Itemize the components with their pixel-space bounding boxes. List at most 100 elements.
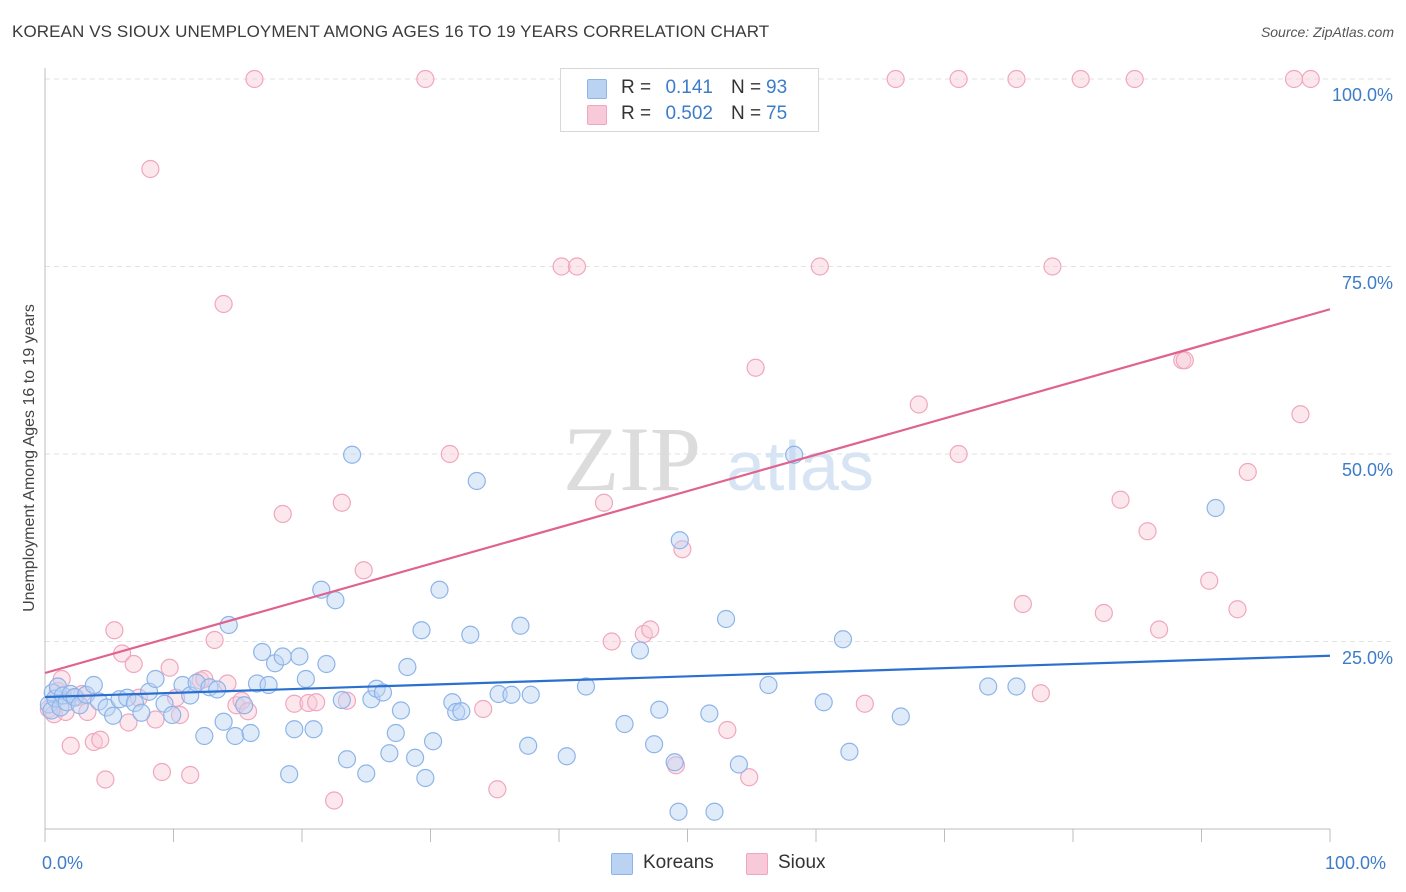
- korean-point-59: [405, 748, 425, 767]
- sioux-trend-line: [44, 308, 1331, 675]
- sioux-point-17: [141, 159, 160, 179]
- sioux-point-14: [119, 713, 138, 732]
- y-tick-label-0: 25.0%: [1341, 647, 1393, 668]
- korean-point-61: [416, 768, 435, 788]
- korean-point-74: [557, 747, 576, 766]
- sioux-point-36: [307, 693, 326, 712]
- sioux-point-63: [1007, 69, 1026, 89]
- sioux-point-44: [488, 780, 507, 799]
- sioux-point-64: [1013, 594, 1032, 614]
- sioux-point-66: [1043, 257, 1062, 276]
- sioux-point-76: [1228, 600, 1247, 619]
- korean-point-50: [343, 445, 362, 464]
- sioux-point-71: [1138, 522, 1157, 541]
- sioux-point-22: [170, 705, 190, 725]
- sioux-point-68: [1094, 603, 1113, 623]
- sioux-point-80: [1301, 69, 1320, 89]
- korean-point-46: [317, 654, 336, 674]
- sioux-point-67: [1071, 69, 1090, 89]
- korean-point-30: [214, 712, 233, 731]
- korean-point-68: [467, 471, 486, 491]
- korean-point-12: [84, 675, 103, 695]
- sioux-point-58: [855, 694, 874, 713]
- sioux-point-11: [96, 770, 115, 789]
- sioux-point-60: [909, 395, 928, 414]
- koreans-r-value: 0.141: [665, 77, 713, 98]
- sioux-point-46: [567, 257, 587, 276]
- korean-point-39: [273, 647, 292, 666]
- sioux-point-54: [718, 720, 737, 740]
- korean-point-54: [373, 683, 393, 702]
- axes: [44, 68, 1331, 842]
- sioux-point-51: [666, 756, 686, 775]
- legend-row-sioux: R = 0.502 N = 75: [561, 101, 818, 127]
- sioux-n-label: N =: [731, 103, 762, 124]
- korean-point-81: [669, 802, 688, 821]
- sioux-point-42: [440, 444, 459, 464]
- sioux-point-59: [886, 69, 905, 89]
- sioux-point-47: [594, 493, 614, 512]
- korean-point-52: [362, 690, 381, 709]
- sioux-point-32: [245, 69, 264, 89]
- korean-point-79: [650, 700, 669, 719]
- korean-point-72: [519, 736, 538, 755]
- korean-point-63: [430, 580, 449, 599]
- sioux-point-15: [124, 654, 143, 674]
- korean-point-76: [615, 714, 634, 734]
- korean-point-42: [290, 647, 309, 666]
- sioux-point-57: [810, 257, 829, 276]
- korean-point-92: [891, 707, 910, 726]
- korean-point-93: [979, 677, 998, 696]
- korean-point-75: [576, 677, 596, 696]
- korean-point-33: [235, 696, 254, 715]
- koreans-legend-swatch: [611, 853, 633, 875]
- korean-point-40: [280, 765, 299, 784]
- sioux-r-label: R =: [621, 103, 652, 124]
- korean-point-62: [423, 732, 443, 751]
- korean-point-41: [285, 720, 304, 739]
- sioux-point-38: [332, 493, 351, 512]
- korean-point-91: [840, 742, 859, 761]
- korean-point-94: [1007, 677, 1026, 696]
- sioux-point-72: [1149, 620, 1169, 639]
- sioux-point-5: [61, 736, 80, 755]
- korean-point-19: [132, 703, 151, 722]
- sioux-point-39: [337, 691, 357, 710]
- korean-point-70: [502, 685, 521, 704]
- korean-points: [39, 445, 1225, 821]
- koreans-swatch: [587, 79, 607, 99]
- korean-point-34: [241, 723, 260, 743]
- korean-point-77: [630, 641, 650, 660]
- korean-point-66: [452, 702, 471, 721]
- korean-point-84: [705, 802, 724, 821]
- sioux-point-48: [602, 632, 621, 651]
- sioux-point-70: [1125, 69, 1144, 89]
- source-label: Source: ZipAtlas.com: [1260, 24, 1394, 40]
- x-tick-label-min: 0.0%: [42, 853, 84, 873]
- watermark-zip: ZIP: [563, 408, 701, 510]
- koreans-legend-label: Koreans: [643, 852, 714, 873]
- korean-point-38: [265, 654, 285, 673]
- korean-point-29: [208, 680, 227, 699]
- koreans-r-label: R =: [621, 77, 652, 98]
- sioux-legend-label: Sioux: [778, 852, 826, 873]
- sioux-point-26: [205, 630, 224, 650]
- correlation-legend: R = 0.141 N = 93 R = 0.502 N = 75: [560, 68, 819, 132]
- sioux-point-12: [105, 621, 124, 640]
- koreans-n-value: 93: [766, 77, 788, 98]
- koreans-trend-line: [44, 654, 1331, 699]
- watermark: ZIP atlas: [563, 408, 874, 510]
- sioux-point-35: [299, 693, 318, 713]
- korean-point-23: [163, 705, 182, 725]
- sioux-point-50: [641, 620, 660, 639]
- sioux-point-10: [91, 730, 110, 749]
- korean-point-90: [833, 630, 853, 649]
- sioux-point-69: [1111, 490, 1130, 509]
- sioux-point-23: [181, 765, 200, 785]
- sioux-point-74: [1175, 351, 1194, 370]
- korean-point-51: [357, 764, 376, 783]
- korean-point-86: [729, 755, 749, 774]
- korean-point-27: [195, 726, 214, 746]
- korean-point-15: [104, 706, 123, 725]
- korean-point-55: [380, 744, 399, 763]
